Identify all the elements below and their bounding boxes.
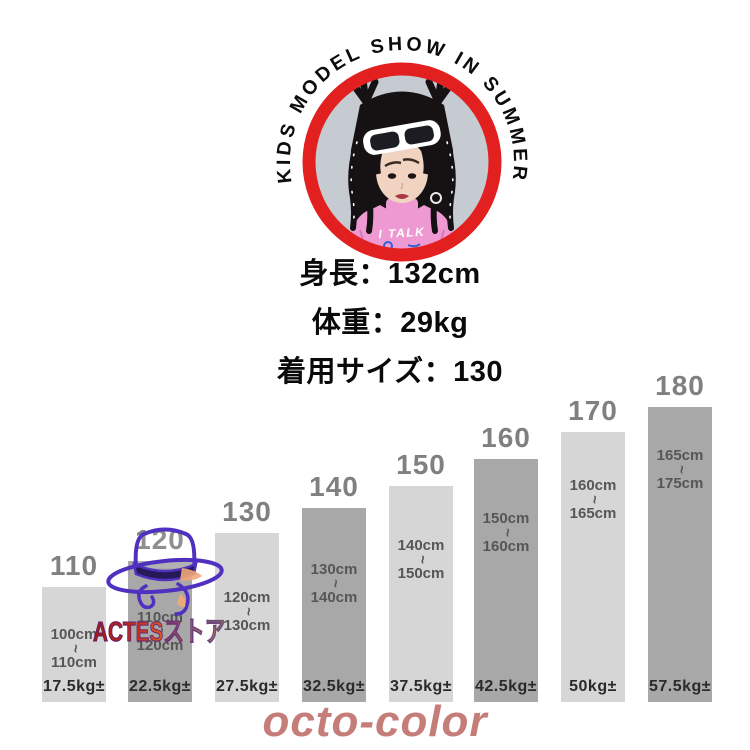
height-range: 160cm ~ 165cm — [561, 432, 625, 521]
height-range: 110cm ~ 120cm — [128, 561, 192, 653]
range-from: 165cm — [656, 447, 704, 464]
height-range: 120cm ~ 130cm — [215, 533, 279, 633]
size-label: 180 — [655, 370, 705, 401]
range-to: 150cm — [397, 565, 445, 582]
tilde-glyph: ~ — [66, 644, 84, 653]
range-from: 150cm — [482, 510, 530, 527]
hat-watermark-icon — [106, 527, 224, 616]
tilde-glyph: ~ — [672, 465, 690, 474]
range-from: 160cm — [569, 477, 617, 494]
tilde-glyph: ~ — [585, 495, 603, 504]
bar-rect: 110cm ~ 120cm 22.5kg± — [128, 561, 192, 702]
store-watermark: ACTESストア — [93, 610, 226, 650]
size-bar-120: 120 110cm ~ 120cm 22.5kg± — [128, 524, 192, 702]
spec-size: 着用サイズ：130 — [276, 356, 503, 388]
size-label: 110 — [49, 550, 99, 581]
tilde-glyph: ~ — [413, 555, 431, 564]
range-from: 100cm — [50, 626, 98, 643]
size-label: 170 — [568, 395, 618, 426]
photo-ring — [302, 62, 502, 262]
tilde-glyph: ~ — [326, 579, 344, 588]
height-range: 130cm ~ 140cm — [302, 508, 366, 605]
range-to: 110cm — [51, 654, 97, 671]
bar-rect: 150cm ~ 160cm 42.5kg± — [474, 459, 538, 702]
range-from: 140cm — [397, 537, 445, 554]
height-range: 100cm ~ 110cm — [42, 587, 106, 670]
spec-weight: 体重：29kg — [311, 307, 469, 339]
range-to: 140cm — [310, 589, 358, 606]
size-bar-150: 150 140cm ~ 150cm 37.5kg± — [389, 449, 453, 702]
range-from: 120cm — [223, 589, 271, 606]
weight-label: 42.5kg± — [474, 678, 538, 695]
brand-watermark: octo-color — [262, 697, 488, 746]
range-to: 160cm — [482, 538, 530, 555]
size-bar-170: 170 160cm ~ 165cm 50kg± — [561, 395, 625, 702]
height-range: 140cm ~ 150cm — [389, 486, 453, 581]
weight-label: 57.5kg± — [648, 678, 712, 695]
tilde-glyph: ~ — [239, 607, 257, 616]
size-bar-110: 110 100cm ~ 110cm 17.5kg± — [42, 550, 106, 702]
weight-label: 17.5kg± — [42, 678, 106, 695]
size-label: 140 — [309, 471, 359, 502]
weight-label: 27.5kg± — [215, 678, 279, 695]
spec-height: 身長：132cm — [299, 258, 481, 290]
height-range: 150cm ~ 160cm — [474, 459, 538, 554]
sunglasses-icon — [363, 120, 441, 155]
bar-rect: 120cm ~ 130cm 27.5kg± — [215, 533, 279, 702]
model-badge: KIDS MODEL SHOW IN SUMMER — [273, 33, 528, 262]
weight-label: 32.5kg± — [302, 678, 366, 695]
size-bar-130: 130 120cm ~ 130cm 27.5kg± — [215, 496, 279, 702]
tilde-glyph: ~ — [498, 528, 516, 537]
bar-rect: 140cm ~ 150cm 37.5kg± — [389, 486, 453, 702]
height-range: 165cm ~ 175cm — [648, 407, 712, 491]
range-to: 130cm — [223, 617, 271, 634]
range-to: 120cm — [137, 637, 184, 654]
bar-rect: 100cm ~ 110cm 17.5kg± — [42, 587, 106, 702]
range-from: 130cm — [310, 561, 358, 578]
range-from: 110cm — [137, 609, 183, 626]
size-label: 130 — [222, 496, 272, 527]
shirt-text: I TALK — [378, 225, 425, 241]
weight-label: 22.5kg± — [128, 678, 192, 695]
range-to: 165cm — [569, 505, 617, 522]
braids — [348, 139, 456, 234]
bar-rect: 160cm ~ 165cm 50kg± — [561, 432, 625, 702]
size-bar-180: 180 165cm ~ 175cm 57.5kg± — [648, 370, 712, 702]
size-bar-140: 140 130cm ~ 140cm 32.5kg± — [302, 471, 366, 702]
size-label: 150 — [396, 449, 446, 480]
weight-label: 37.5kg± — [389, 678, 453, 695]
earring-icon — [430, 192, 442, 204]
size-chart: 110 100cm ~ 110cm 17.5kg± 120 110cm ~ 12… — [42, 370, 712, 702]
weight-label: 50kg± — [569, 678, 617, 695]
bar-rect: 130cm ~ 140cm 32.5kg± — [302, 508, 366, 702]
spec-lines: 身長：132cm 体重：29kg 着用サイズ：130 — [15, 250, 750, 397]
range-to: 175cm — [656, 475, 704, 492]
size-bar-160: 160 150cm ~ 160cm 42.5kg± — [474, 422, 538, 702]
size-label: 160 — [481, 422, 531, 453]
bar-rect: 165cm ~ 175cm 57.5kg± — [648, 407, 712, 702]
